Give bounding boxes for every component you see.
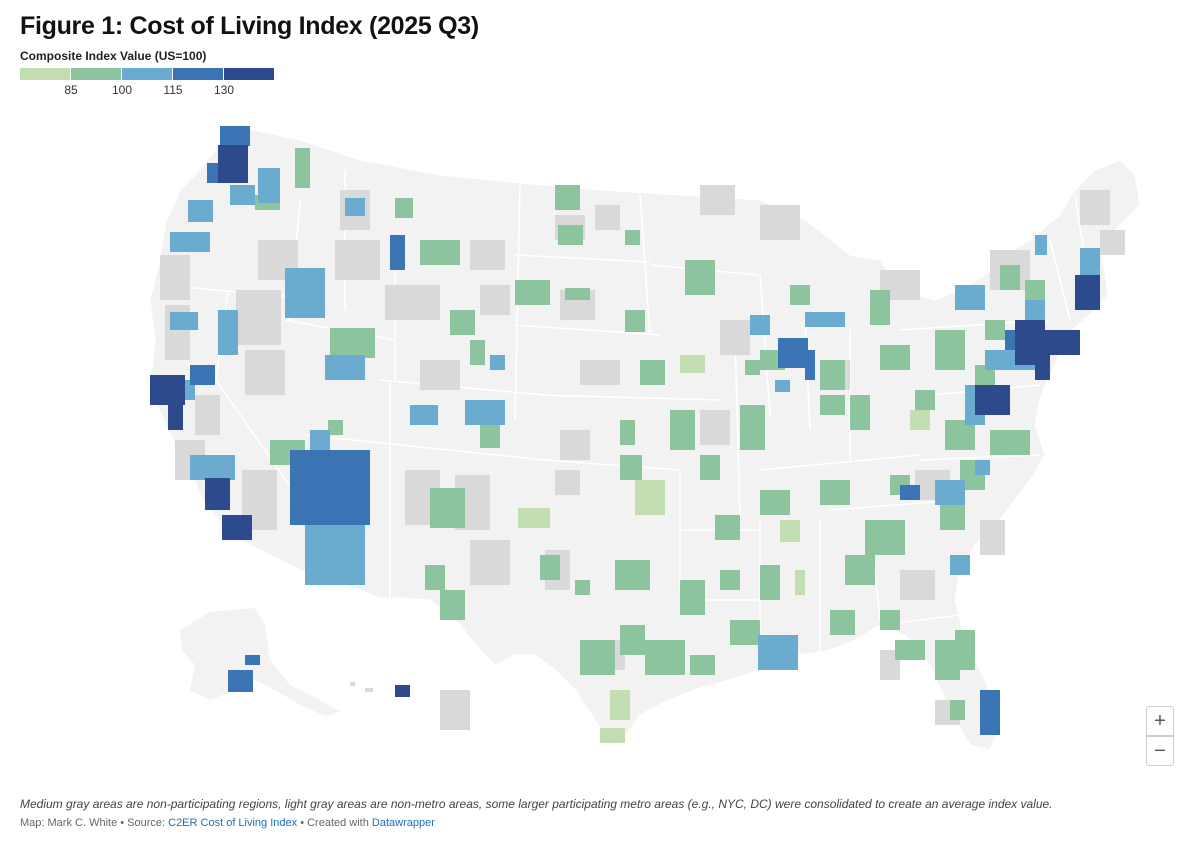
legend-ticks: 85 100 115 130 bbox=[20, 83, 280, 97]
legend-swatch bbox=[224, 68, 274, 80]
credit-author: Map: Mark C. White bbox=[20, 817, 118, 829]
credit-separator: • bbox=[117, 817, 128, 829]
index-tier-115-areas[interactable] bbox=[170, 168, 1100, 670]
legend-tick-label: 115 bbox=[163, 83, 183, 97]
index-tier-85-areas[interactable] bbox=[518, 355, 930, 743]
legend-tick-label: 130 bbox=[213, 83, 235, 97]
zoom-out-button[interactable]: − bbox=[1146, 736, 1174, 766]
credit-separator: • bbox=[297, 817, 308, 829]
index-tier-100-areas[interactable] bbox=[255, 148, 1045, 720]
figure-title: Figure 1: Cost of Living Index (2025 Q3) bbox=[20, 12, 479, 40]
source-link[interactable]: C2ER Cost of Living Index bbox=[168, 817, 298, 829]
credit-source-prefix: Source: bbox=[127, 817, 169, 829]
credit-line: Map: Mark C. White • Source: C2ER Cost o… bbox=[20, 817, 435, 829]
legend-tick-label: 100 bbox=[111, 83, 133, 97]
credit-created-prefix: Created with bbox=[307, 817, 372, 829]
legend-swatch bbox=[20, 68, 70, 80]
legend-swatch bbox=[122, 68, 172, 80]
legend-title: Composite Index Value (US=100) bbox=[20, 49, 207, 63]
legend-swatch bbox=[71, 68, 121, 80]
us-choropleth-map[interactable] bbox=[0, 100, 1200, 790]
index-tier-145-areas[interactable] bbox=[150, 145, 1100, 697]
datawrapper-link[interactable]: Datawrapper bbox=[371, 817, 435, 829]
legend-tick-label: 85 bbox=[64, 83, 78, 97]
map-note: Medium gray areas are non-participating … bbox=[20, 797, 1053, 811]
index-tier-130-areas[interactable] bbox=[190, 126, 1025, 735]
legend-swatch bbox=[173, 68, 223, 80]
legend-color-scale bbox=[20, 68, 275, 80]
zoom-in-button[interactable]: + bbox=[1146, 706, 1174, 736]
hawaii-islands bbox=[350, 682, 373, 692]
